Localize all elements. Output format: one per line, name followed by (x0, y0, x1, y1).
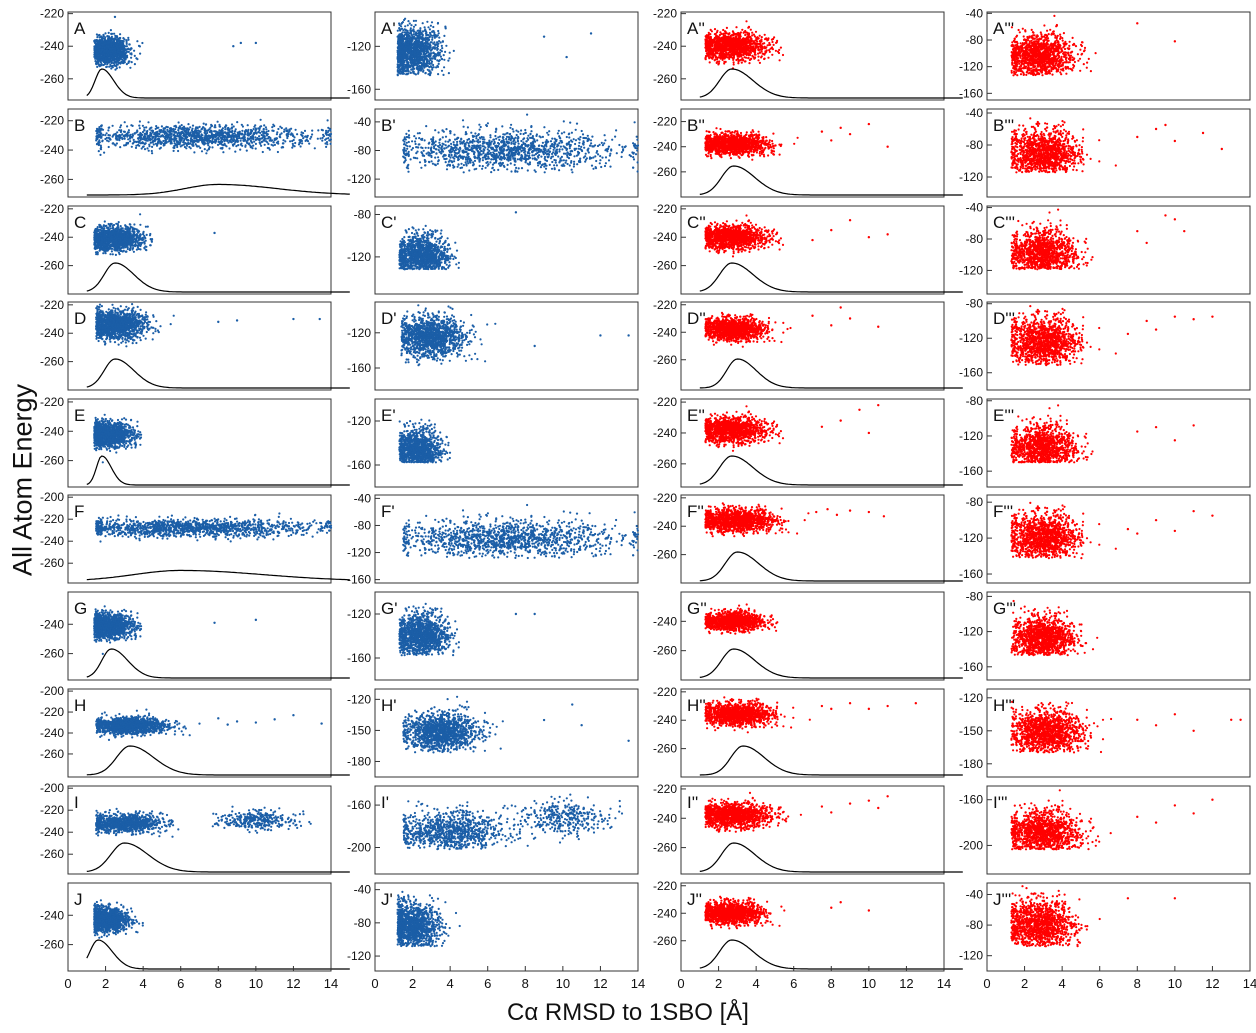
scatter-point (139, 53, 141, 55)
y-tick-label: -240 (40, 39, 64, 53)
y-tick-label: -220 (40, 7, 64, 21)
scatter-point (127, 37, 129, 39)
scatter-point (108, 32, 110, 34)
scatter-point (110, 29, 112, 31)
scatter-point (136, 58, 138, 60)
scatter-point (129, 67, 131, 69)
scatter-point (134, 63, 136, 65)
scatter-point (109, 64, 111, 66)
scatter-point (133, 50, 135, 52)
scatter-point (106, 63, 108, 65)
figure-grid: -220-240-260A-220-240-260B-220-240-260C-… (0, 0, 1256, 1033)
scatter-point (131, 61, 133, 63)
scatter-point (113, 33, 115, 35)
scatter-point (111, 33, 113, 35)
scatter-point (127, 39, 129, 41)
y-tick-label: -260 (40, 72, 64, 86)
scatter-point (121, 59, 123, 61)
scatter-point (136, 40, 138, 42)
